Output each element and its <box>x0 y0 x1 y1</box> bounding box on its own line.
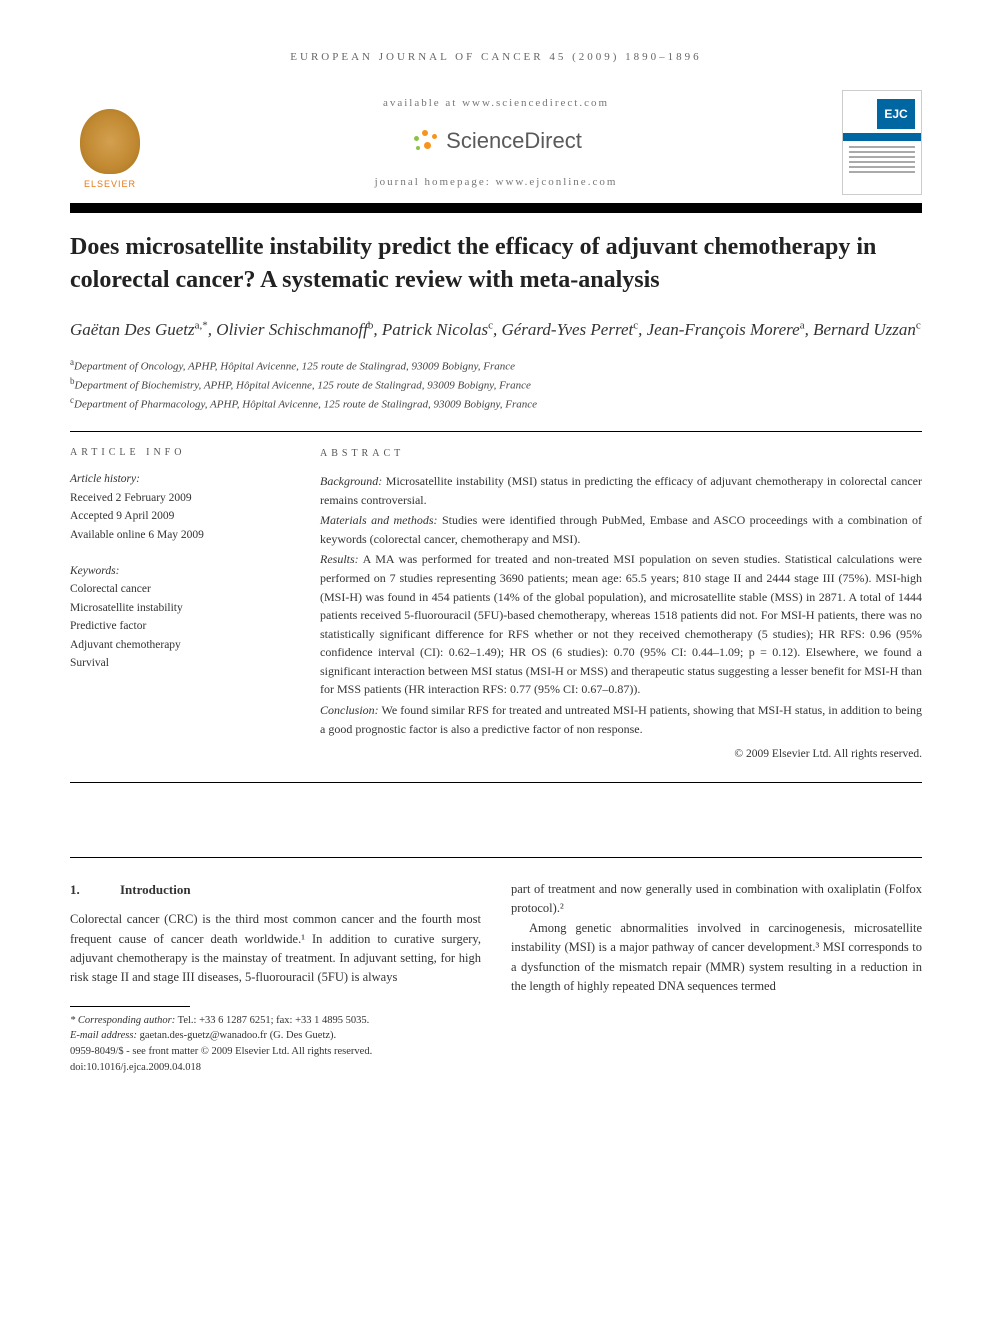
title-rule <box>70 203 922 213</box>
body-rule <box>70 857 922 858</box>
available-at-text: available at www.sciencedirect.com <box>150 96 842 111</box>
online-date: Available online 6 May 2009 <box>70 526 280 544</box>
keyword-item: Survival <box>70 654 280 672</box>
intro-paragraph-3: Among genetic abnormalities involved in … <box>511 919 922 997</box>
history-label: Article history: <box>70 470 280 488</box>
keyword-item: Microsatellite instability <box>70 599 280 617</box>
affiliation-line: cDepartment of Pharmacology, APHP, Hôpit… <box>70 394 922 413</box>
intro-paragraph-1: Colorectal cancer (CRC) is the third mos… <box>70 910 481 988</box>
info-rule-top <box>70 431 922 432</box>
abstract-conclusion: Conclusion: We found similar RFS for tre… <box>320 701 922 738</box>
affiliation-line: aDepartment of Oncology, APHP, Hôpital A… <box>70 356 922 375</box>
keyword-item: Colorectal cancer <box>70 580 280 598</box>
body-column-right: part of treatment and now generally used… <box>511 880 922 1076</box>
affiliations: aDepartment of Oncology, APHP, Hôpital A… <box>70 356 922 413</box>
abstract-results: Results: A MA was performed for treated … <box>320 550 922 699</box>
elsevier-logo: ELSEVIER <box>70 95 150 190</box>
footnote-rule <box>70 1006 190 1007</box>
sciencedirect-logo: ScienceDirect <box>410 126 582 157</box>
journal-banner: ELSEVIER available at www.sciencedirect.… <box>70 90 922 195</box>
body-column-left: 1.Introduction Colorectal cancer (CRC) i… <box>70 880 481 1076</box>
journal-cover-thumbnail: EJC <box>842 90 922 195</box>
abstract-copyright: © 2009 Elsevier Ltd. All rights reserved… <box>320 746 922 764</box>
received-date: Received 2 February 2009 <box>70 489 280 507</box>
abstract-background: Background: Microsatellite instability (… <box>320 472 922 509</box>
section-heading-intro: 1.Introduction <box>70 880 481 900</box>
banner-center: available at www.sciencedirect.com Scien… <box>150 96 842 190</box>
elsevier-tree-icon <box>80 109 140 174</box>
elsevier-name: ELSEVIER <box>84 178 136 191</box>
accepted-date: Accepted 9 April 2009 <box>70 507 280 525</box>
doi-line: doi:10.1016/j.ejca.2009.04.018 <box>70 1060 481 1076</box>
sciencedirect-name: ScienceDirect <box>446 126 582 157</box>
abstract-heading: ABSTRACT <box>320 446 922 462</box>
running-header: EUROPEAN JOURNAL OF CANCER 45 (2009) 189… <box>70 50 922 65</box>
keywords-label: Keywords: <box>70 562 280 580</box>
footnotes: * Corresponding author: Tel.: +33 6 1287… <box>70 1013 481 1076</box>
body-columns: 1.Introduction Colorectal cancer (CRC) i… <box>70 880 922 1076</box>
sciencedirect-dots-icon <box>410 128 440 154</box>
intro-paragraph-2: part of treatment and now generally used… <box>511 880 922 919</box>
article-info-column: ARTICLE INFO Article history: Received 2… <box>70 446 280 764</box>
article-history-block: Article history: Received 2 February 200… <box>70 470 280 544</box>
journal-homepage-text: journal homepage: www.ejconline.com <box>150 175 842 190</box>
abstract-column: ABSTRACT Background: Microsatellite inst… <box>320 446 922 764</box>
author-list: Gaëtan Des Guetza,*, Olivier Schischmano… <box>70 318 922 342</box>
keyword-item: Adjuvant chemotherapy <box>70 636 280 654</box>
issn-line: 0959-8049/$ - see front matter © 2009 El… <box>70 1044 481 1060</box>
article-info-heading: ARTICLE INFO <box>70 446 280 460</box>
abstract-methods: Materials and methods: Studies were iden… <box>320 511 922 548</box>
affiliation-line: bDepartment of Biochemistry, APHP, Hôpit… <box>70 375 922 394</box>
email-line: E-mail address: gaetan.des-guetz@wanadoo… <box>70 1028 481 1044</box>
ejc-cover-abbrev: EJC <box>877 99 915 129</box>
corresponding-author: * Corresponding author: Tel.: +33 6 1287… <box>70 1013 481 1029</box>
keywords-block: Keywords: Colorectal cancerMicrosatellit… <box>70 562 280 672</box>
info-rule-bottom <box>70 782 922 783</box>
article-title: Does microsatellite instability predict … <box>70 231 922 296</box>
keyword-item: Predictive factor <box>70 617 280 635</box>
